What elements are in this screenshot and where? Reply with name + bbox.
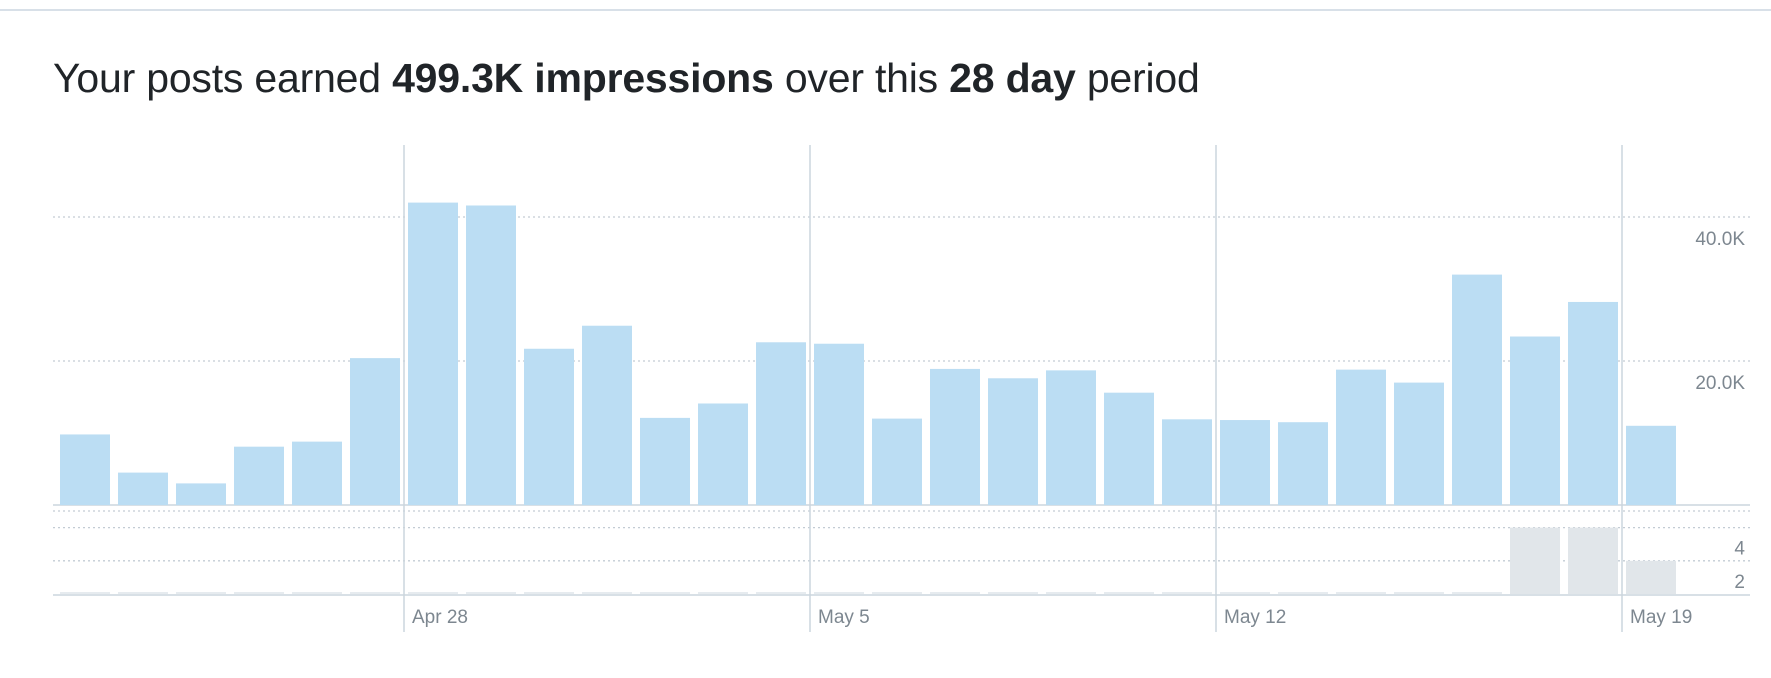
sub-bar <box>1568 527 1618 594</box>
sub-bar <box>988 592 1038 594</box>
main-y-tick-label: 40.0K <box>1695 229 1745 250</box>
impressions-bar <box>292 441 342 505</box>
impressions-headline: Your posts earned 499.3K impressions ove… <box>53 52 1200 104</box>
sub-bar <box>698 592 748 594</box>
main-y-tick-label: 20.0K <box>1695 373 1745 394</box>
sub-bar <box>292 592 342 594</box>
sub-bar <box>524 592 574 594</box>
impressions-bar <box>814 343 864 505</box>
impressions-bar <box>176 483 226 505</box>
impressions-bar <box>1568 301 1618 505</box>
sub-bar <box>176 592 226 594</box>
sub-bar <box>1278 592 1328 594</box>
sub-bar <box>1510 527 1560 594</box>
x-tick-label: May 5 <box>818 607 870 628</box>
impressions-bar <box>988 378 1038 505</box>
x-tick-label: May 19 <box>1630 607 1692 628</box>
impressions-bar <box>1220 420 1270 505</box>
impressions-bar <box>640 417 690 505</box>
sub-bar <box>118 592 168 594</box>
sub-bar <box>1452 592 1502 594</box>
sub-bar <box>60 592 110 594</box>
impressions-bar <box>234 446 284 505</box>
sub-bar <box>234 592 284 594</box>
sub-bar <box>756 592 806 594</box>
impressions-bar <box>118 472 168 505</box>
impressions-bar <box>1046 370 1096 505</box>
headline-suffix: period <box>1075 55 1200 101</box>
headline-impressions: 499.3K impressions <box>392 55 774 101</box>
sub-bar <box>466 592 516 594</box>
impressions-bar <box>408 202 458 505</box>
sub-bar <box>1162 592 1212 594</box>
impressions-bar <box>582 325 632 505</box>
sub-y-tick-label: 4 <box>1734 539 1745 560</box>
impressions-bar <box>756 342 806 505</box>
impressions-bar <box>350 358 400 505</box>
sub-bar <box>582 592 632 594</box>
sub-bar <box>1394 592 1444 594</box>
x-tick-label: Apr 28 <box>412 607 468 628</box>
impressions-bar <box>1104 392 1154 505</box>
sub-bar <box>350 592 400 594</box>
impressions-bar <box>872 418 922 505</box>
impressions-bar <box>1626 425 1676 505</box>
sub-bar <box>1046 592 1096 594</box>
impressions-bar <box>1278 422 1328 505</box>
impressions-bar <box>930 368 980 505</box>
impressions-bar <box>1510 336 1560 505</box>
sub-bar <box>872 592 922 594</box>
sub-bar <box>408 592 458 594</box>
impressions-bar <box>1452 274 1502 505</box>
sub-bar <box>1626 560 1676 594</box>
impressions-bar <box>1336 369 1386 505</box>
sub-bar <box>1336 592 1386 594</box>
sub-bar <box>640 592 690 594</box>
sub-bar <box>814 592 864 594</box>
headline-middle: over this <box>773 55 950 101</box>
headline-period: 28 day <box>949 55 1076 101</box>
sub-y-tick-label: 2 <box>1734 572 1745 593</box>
x-tick-label: May 12 <box>1224 607 1286 628</box>
impressions-bar <box>1162 419 1212 505</box>
impressions-bar <box>466 205 516 506</box>
sub-bar <box>1104 592 1154 594</box>
impressions-bar <box>698 403 748 505</box>
sub-bar <box>930 592 980 594</box>
top-divider <box>0 9 1771 11</box>
impressions-bar <box>60 434 110 505</box>
headline-prefix: Your posts earned <box>53 55 393 101</box>
sub-bar <box>1220 592 1270 594</box>
impressions-bar <box>1394 382 1444 505</box>
impressions-bar <box>524 348 574 505</box>
